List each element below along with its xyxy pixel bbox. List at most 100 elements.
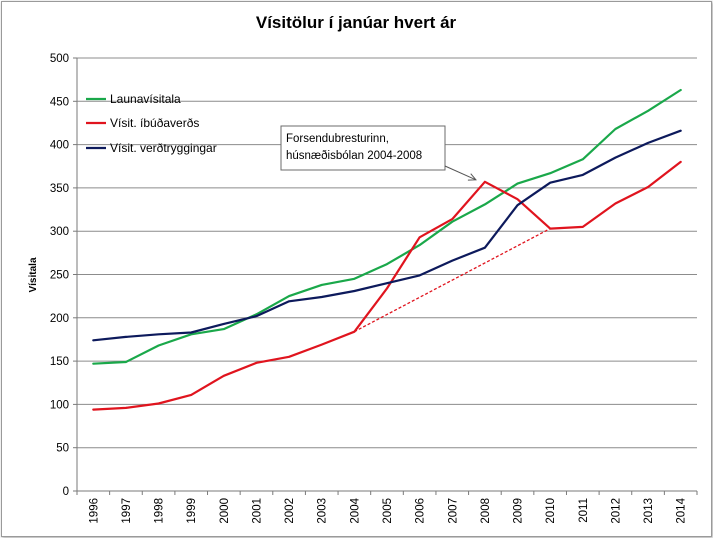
data-point [484,181,486,183]
data-point [386,282,388,284]
data-point [386,287,388,290]
x-tick-label: 2011 [578,498,590,523]
y-tick-label: 300 [50,226,69,238]
data-point [516,198,519,200]
data-point [679,129,682,132]
data-point [386,263,388,265]
data-point [157,402,160,405]
y-tick-label: 150 [50,356,69,368]
y-tick-label: 500 [50,53,69,65]
x-tick-label: 2000 [219,498,231,524]
data-point [581,226,584,228]
data-point [223,323,225,325]
data-point [125,336,127,338]
data-point [679,89,682,91]
data-point [157,344,160,347]
x-tick-label: 2009 [513,498,525,524]
data-point [647,110,649,112]
data-point [320,296,323,298]
data-point [353,278,356,280]
data-point [320,284,323,286]
data-point [92,339,95,342]
x-tick-label: 1997 [121,498,133,524]
data-point [125,407,127,409]
x-tick-label: 2013 [643,498,655,524]
data-point [549,181,551,184]
data-point [451,220,454,223]
x-tick-label: 2004 [349,497,361,523]
annotation-arrow [444,165,477,181]
data-point [320,343,323,346]
data-point [451,259,454,262]
data-point [484,246,486,249]
y-tick-label: 450 [50,96,69,108]
data-point [288,355,290,358]
legend-label: Vísit. verðtryggingar [110,141,217,155]
x-tick-label: 2005 [382,498,394,524]
data-point [125,361,127,363]
x-tick-label: 1996 [88,498,100,524]
data-point [549,227,551,230]
data-point [92,362,95,365]
legend: Launavísitala Vísit. íbúðaverðs Vísit. ver… [86,92,217,155]
data-point [451,218,454,220]
y-axis-label: Vísitala [28,257,39,292]
y-tick-label: 400 [50,140,69,152]
data-point [418,274,421,277]
x-tick-label: 2002 [284,498,296,524]
y-tick-label: 250 [50,270,69,282]
annotation-box [280,125,446,171]
annotation-text: húsnæðisbólan 2004-2008 [286,150,422,162]
data-point [353,290,356,292]
trend-dashed-line [354,228,551,333]
data-point [223,375,225,377]
x-tick-label: 2008 [480,498,492,524]
x-tick-label: 1998 [154,498,166,524]
series-lines [92,88,682,411]
y-tick-labels: 0 50 100 150 200 250 300 350 400 450 500 [50,53,69,498]
x-tick-label: 1999 [186,498,198,524]
data-point [92,408,95,411]
data-point [647,142,649,144]
data-point [679,161,682,163]
data-point [353,330,356,333]
y-tick-label: 200 [50,313,69,325]
x-tick-label: 2001 [251,498,263,524]
data-point [549,172,551,174]
data-point [418,244,421,246]
y-tick-label: 50 [56,443,69,455]
data-point [516,182,519,185]
data-point [255,315,258,317]
data-point [418,236,421,239]
data-point [614,156,617,159]
data-point [288,295,290,297]
data-point [614,128,617,130]
annotation-arrow-head [467,173,477,181]
data-point [516,204,519,207]
series-line-2 [92,160,682,411]
data-point [157,333,160,336]
x-tick-label: 2010 [545,498,557,524]
data-point [190,394,193,396]
data-point [288,300,290,303]
annotation: Forsendubresturinn, húsnæðisbólan 2004-20… [280,125,477,181]
data-point [484,203,486,206]
data-point [581,158,584,161]
data-point [581,174,584,176]
data-point [614,202,617,205]
y-tick-label: 0 [63,486,69,498]
x-tick-label: 2003 [317,498,329,524]
data-point [647,186,649,188]
legend-label: Vísit. íbúðaverðs [110,116,199,130]
annotation-text: Forsendubresturinn, [286,133,389,145]
data-point [223,328,225,330]
x-tick-labels: 1996 1997 1998 1999 2000 2001 2002 2003 2004 2005… [88,497,687,523]
x-tick-label: 2014 [676,497,688,523]
axes [76,58,698,495]
chart-title: Vísitölur í janúar hvert ár [256,13,457,32]
y-tick-label: 100 [50,399,69,411]
y-tick-label: 350 [50,183,69,195]
x-tick-label: 2006 [415,498,427,524]
data-point [190,331,193,334]
